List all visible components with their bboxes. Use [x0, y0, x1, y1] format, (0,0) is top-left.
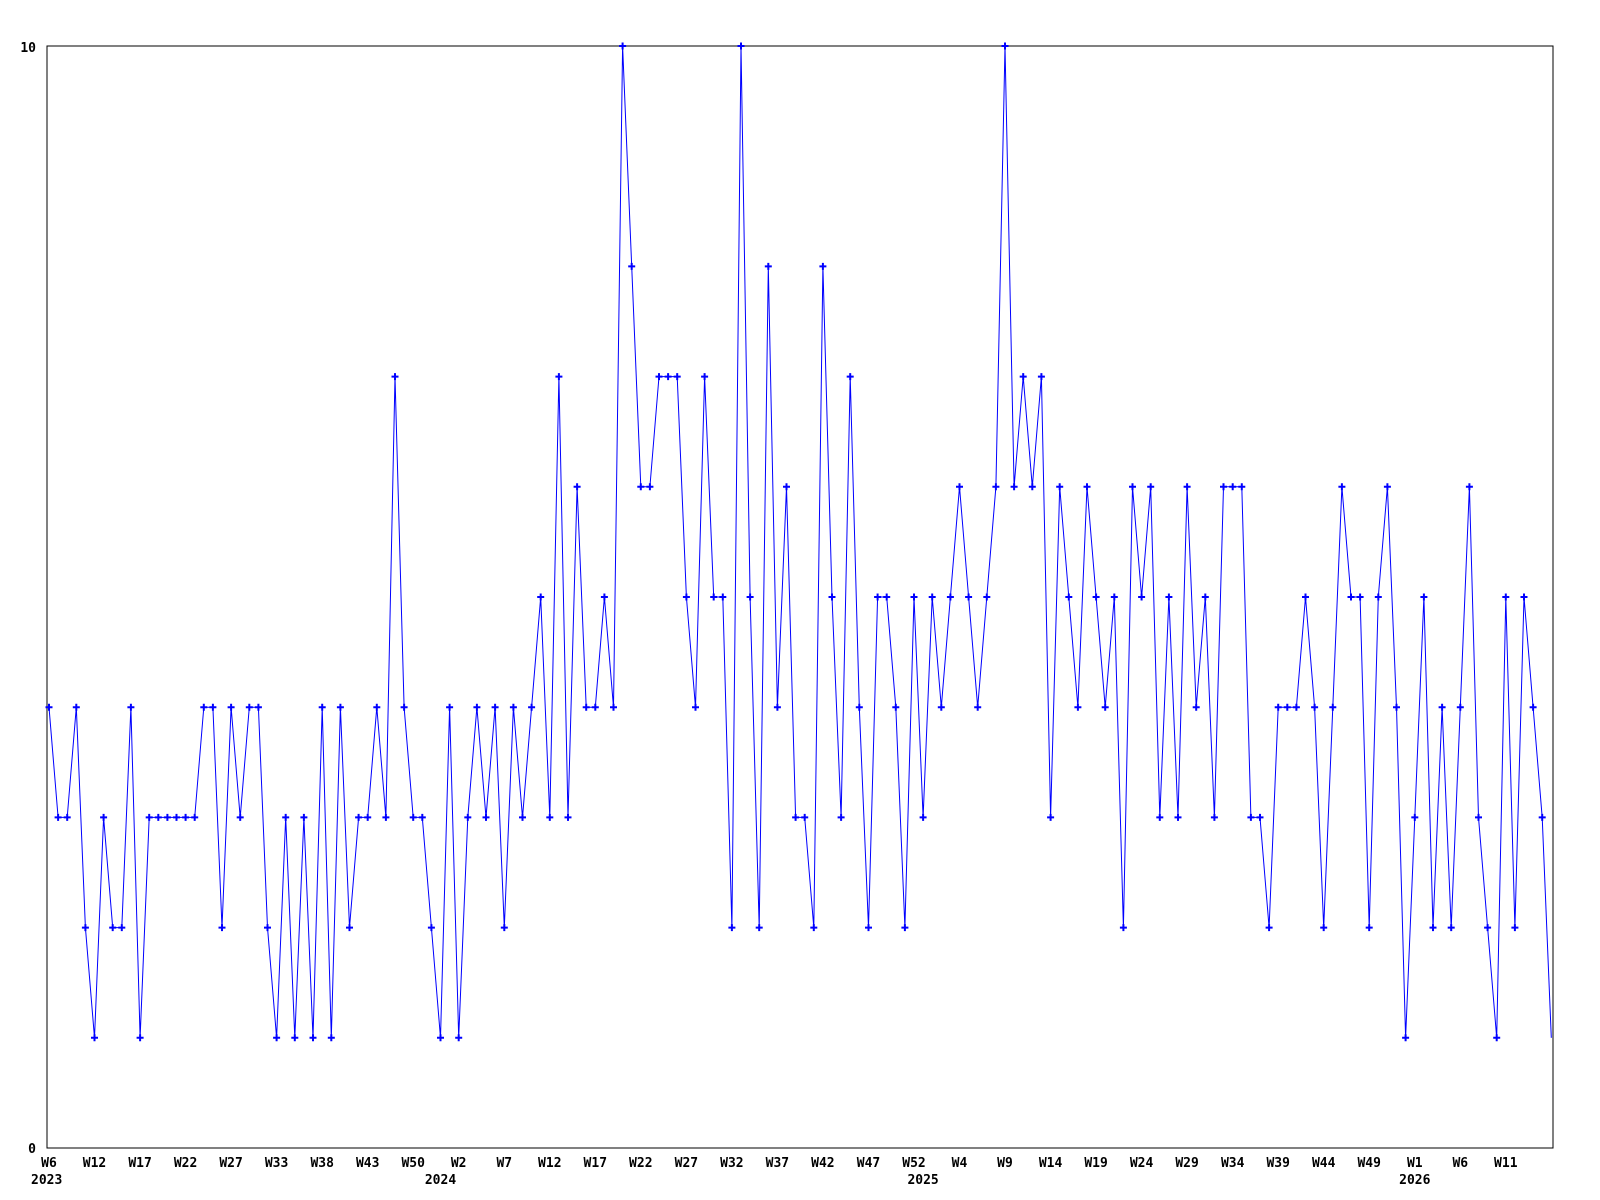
data-series — [48, 45, 1552, 1038]
series-line — [48, 45, 1552, 1038]
x-tick-label: W27 — [675, 1156, 698, 1171]
x-tick-label: W12 — [538, 1156, 561, 1171]
x-tick-label: W34 — [1221, 1156, 1245, 1171]
x-tick-label: W19 — [1084, 1156, 1107, 1171]
x-tick-label: W12 — [83, 1156, 106, 1171]
x-tick-label: W22 — [629, 1156, 652, 1171]
plot-border — [46, 45, 1554, 1149]
x-tick-label: W39 — [1266, 1156, 1289, 1171]
year-label: 2025 — [907, 1173, 938, 1188]
x-tick-label: W17 — [584, 1156, 607, 1171]
x-tick-label: W4 — [952, 1156, 968, 1171]
x-tick-label: W22 — [174, 1156, 197, 1171]
y-axis-max-label: 10 — [20, 41, 36, 56]
year-label: 2024 — [425, 1173, 456, 1188]
x-tick-label: W6 — [41, 1156, 57, 1171]
x-tick-label: W17 — [128, 1156, 151, 1171]
data-point-markers — [45, 42, 1546, 1042]
x-tick-label: W37 — [766, 1156, 789, 1171]
year-label: 2026 — [1399, 1173, 1430, 1188]
x-tick-label: W49 — [1357, 1156, 1380, 1171]
x-tick-label: W24 — [1130, 1156, 1154, 1171]
year-label: 2023 — [31, 1173, 62, 1188]
x-tick-label: W44 — [1312, 1156, 1336, 1171]
x-axis-labels: W6 W12 W17 W22 W27 W33 W38 W43 W50 W2 W7 W12 W17 W22 W… — [41, 1156, 1518, 1171]
x-tick-label: W6 — [1452, 1156, 1468, 1171]
x-tick-label: W42 — [811, 1156, 834, 1171]
data-point-marker-set — [45, 42, 1546, 1042]
x-axis-year-labels: 2023 2024 2025 2026 — [31, 1173, 1431, 1188]
x-tick-label: W29 — [1175, 1156, 1198, 1171]
x-tick-label: W2 — [451, 1156, 467, 1171]
x-tick-label: W38 — [310, 1156, 334, 1171]
x-tick-label: W14 — [1039, 1156, 1063, 1171]
x-tick-label: W7 — [496, 1156, 512, 1171]
x-tick-label: W47 — [857, 1156, 880, 1171]
x-tick-label: W52 — [902, 1156, 925, 1171]
y-axis-min-label: 0 — [28, 1142, 36, 1157]
x-tick-label: W27 — [219, 1156, 242, 1171]
x-tick-label: W9 — [997, 1156, 1013, 1171]
x-tick-label: W33 — [265, 1156, 288, 1171]
x-tick-label: W43 — [356, 1156, 379, 1171]
x-tick-label: W1 — [1407, 1156, 1423, 1171]
x-tick-label: W11 — [1494, 1156, 1518, 1171]
x-tick-label: W32 — [720, 1156, 743, 1171]
x-tick-label: W50 — [401, 1156, 425, 1171]
